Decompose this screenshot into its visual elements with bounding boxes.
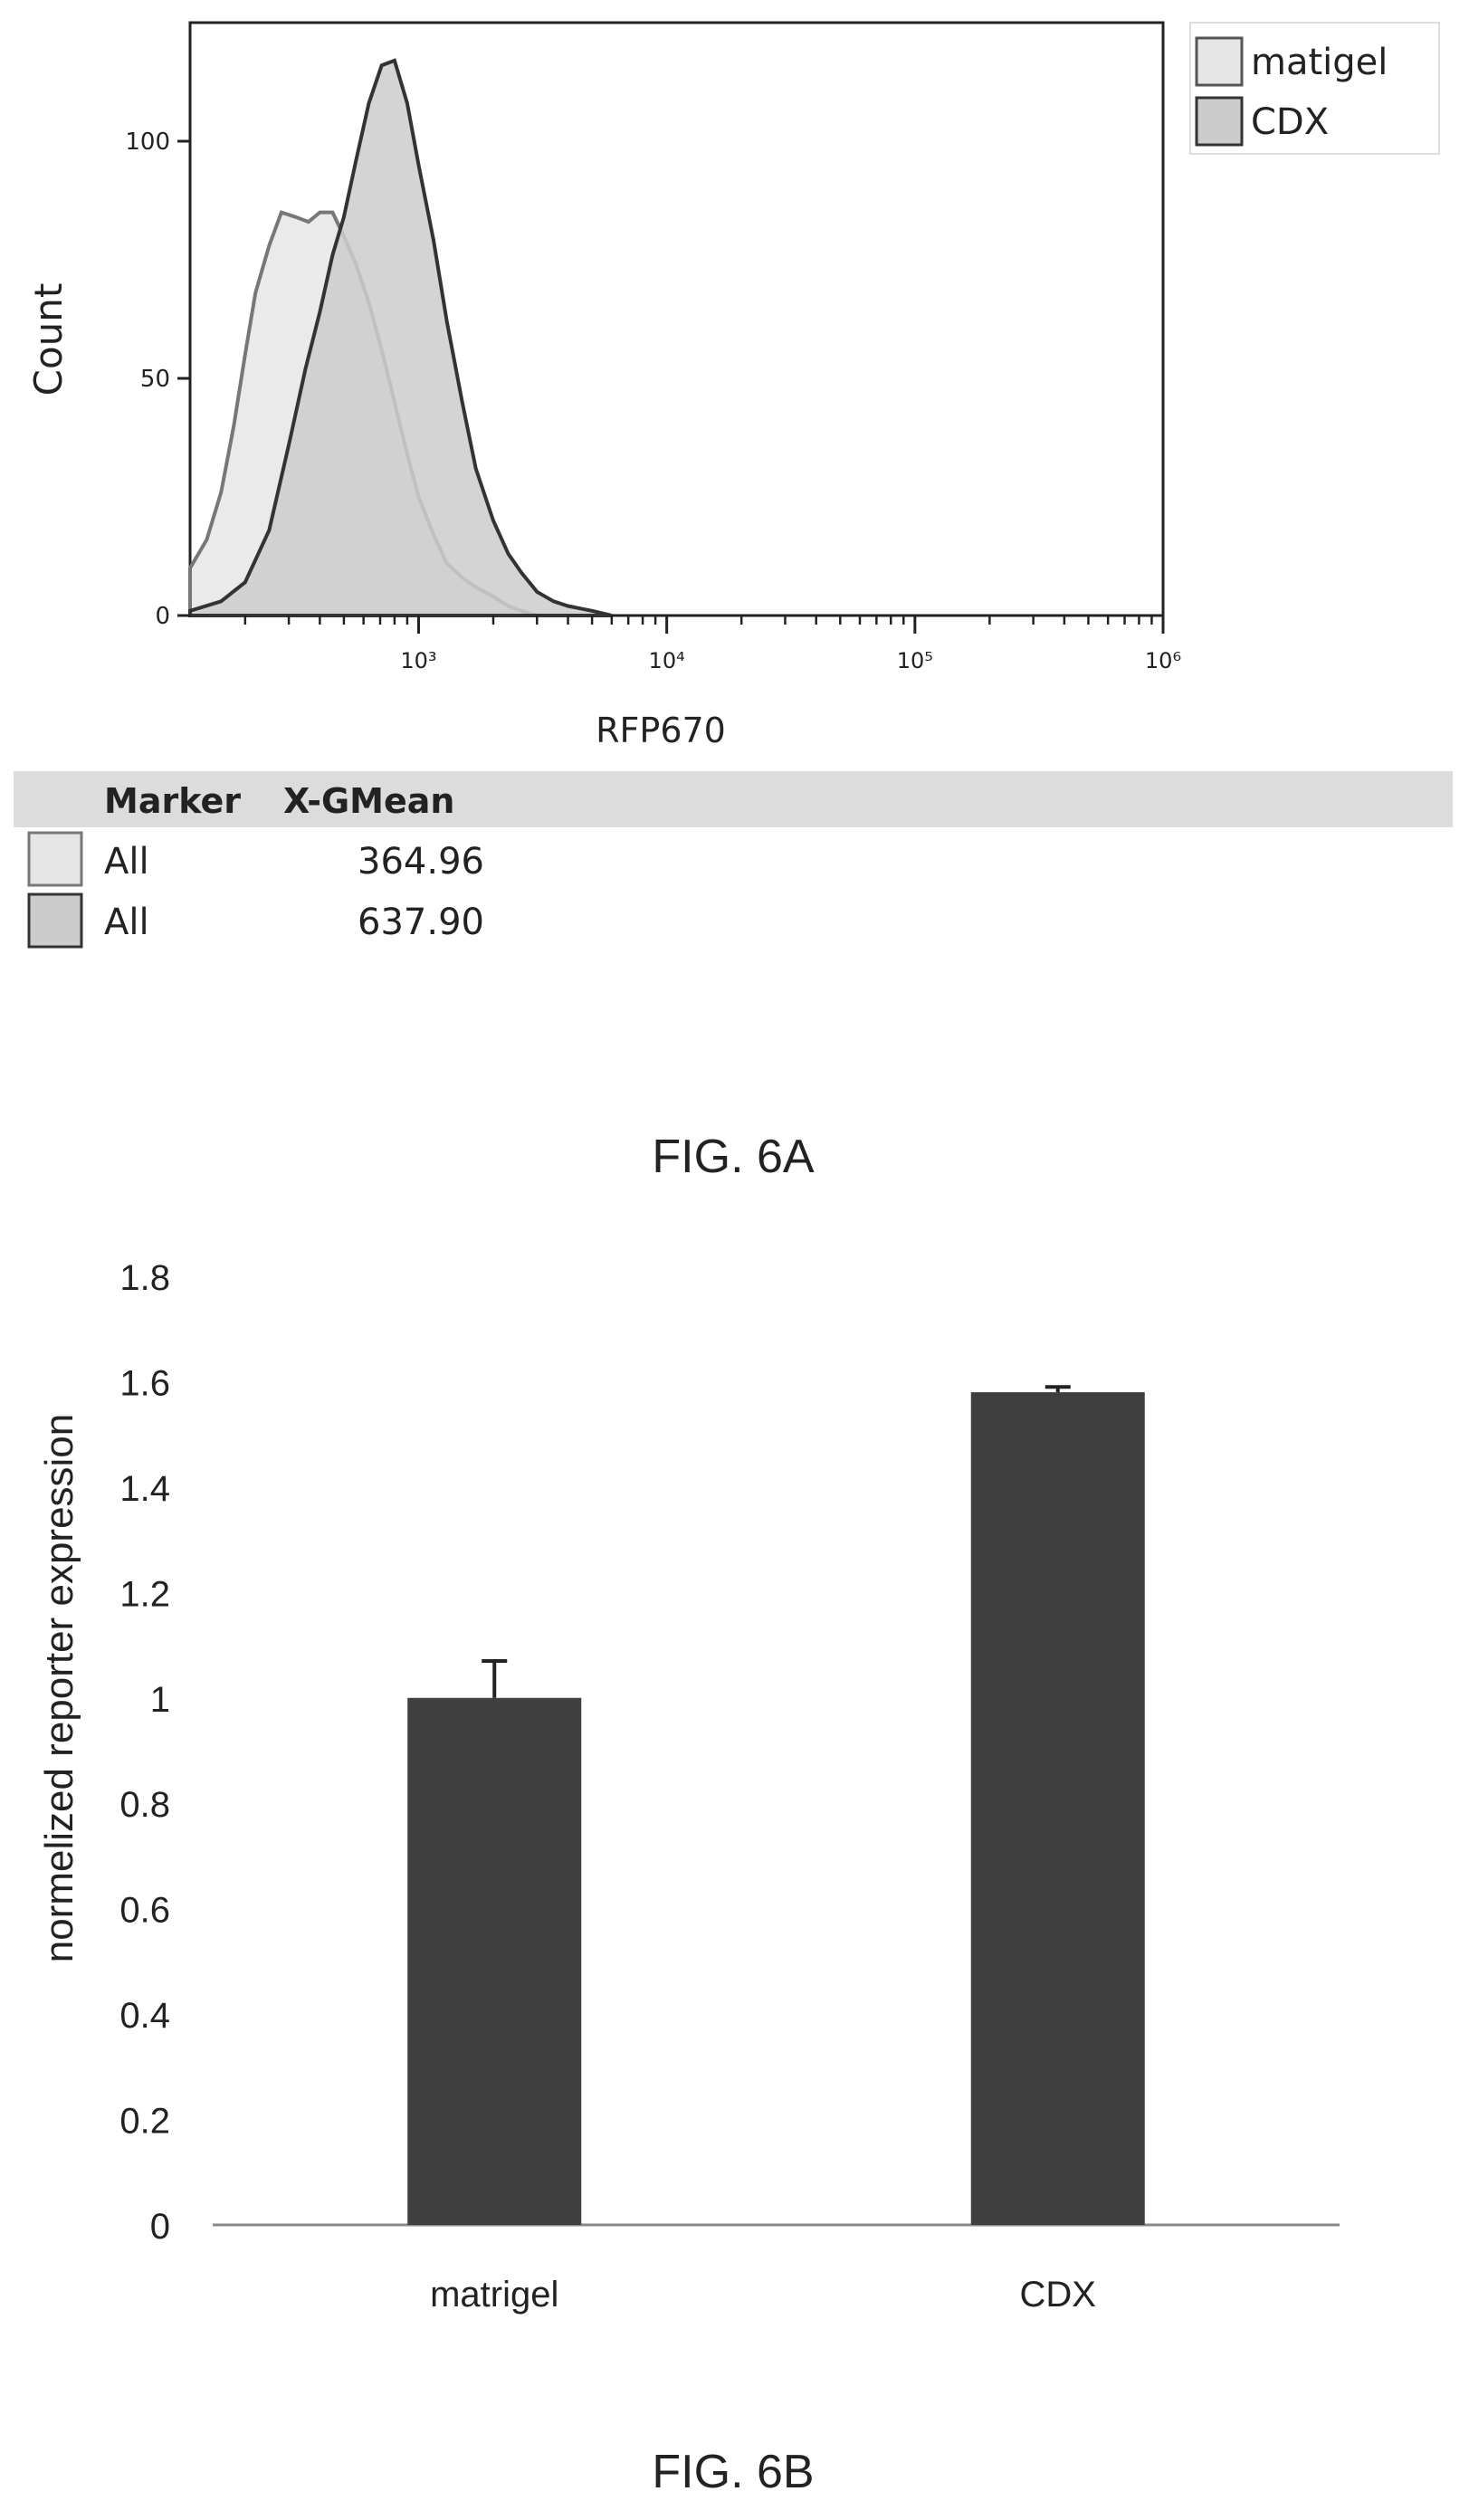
stats-row-2-value: 637.90 — [358, 902, 484, 943]
histogram-x-tick-label: 10⁵ — [897, 648, 933, 673]
legend-label-matigel: matigel — [1251, 42, 1388, 83]
bar-chart-bars — [407, 1385, 1145, 2225]
figure-6a-caption: FIG. 6A — [652, 1131, 814, 1183]
legend-swatch-matigel — [1195, 36, 1244, 87]
bar-category-label: CDX — [1020, 2275, 1096, 2315]
histogram-x-axis-label: RFP670 — [596, 711, 726, 750]
bar-y-tick-label: 0.2 — [119, 2102, 170, 2142]
bar-chart-x-labels: matrigel CDX — [430, 2275, 1096, 2315]
bar-cdx — [970, 1392, 1145, 2225]
stats-row-2-swatch — [27, 892, 83, 949]
bar-chart-y-axis-label: normelized reporter expression — [37, 1414, 81, 1963]
bar-category-label: matrigel — [430, 2275, 558, 2315]
bar-chart: 0 0.2 0.4 0.6 0.8 1 1.2 1.4 1.6 1.8 matrigel CDX n… — [37, 1258, 1340, 2315]
stats-row-1-swatch — [27, 831, 83, 887]
bar-matrigel — [407, 1697, 582, 2225]
histogram-x-tick-label: 10⁶ — [1145, 648, 1181, 673]
histogram-legend: matigel CDX — [1189, 22, 1440, 155]
histogram-y-tick-label: 50 — [140, 366, 170, 393]
bar-y-tick-label: 1.2 — [119, 1574, 170, 1614]
stats-table-header-bar — [14, 771, 1453, 827]
bar-y-tick-label: 0.4 — [119, 1996, 170, 2036]
histogram-x-ticks: 10³ 10⁴ 10⁵ 10⁶ — [243, 616, 1181, 673]
stats-row-1-value: 364.96 — [358, 841, 484, 883]
histogram-chart: 0 50 100 10³ 10⁴ 10⁵ 10⁶ Count RFP670 matigel… — [26, 21, 1440, 750]
bar-y-tick-label: 0.8 — [119, 1785, 170, 1825]
histogram-series-group — [188, 58, 613, 617]
stats-table: Marker X-GMean All 364.96 All 637.90 — [14, 771, 1453, 949]
histogram-y-axis-label: Count — [26, 283, 71, 396]
histogram-y-tick-label: 0 — [155, 603, 170, 630]
histogram-y-tick-label: 100 — [125, 129, 170, 156]
legend-label-cdx: CDX — [1251, 101, 1329, 143]
bar-y-tick-label: 1.8 — [119, 1258, 170, 1298]
bar-y-tick-label: 1.6 — [119, 1363, 170, 1403]
histogram-x-tick-label: 10⁴ — [649, 648, 685, 673]
histogram-y-ticks: 0 50 100 — [125, 129, 190, 630]
bar-y-tick-label: 1.4 — [119, 1469, 170, 1509]
stats-row-1-marker: All — [104, 841, 149, 883]
bar-y-tick-label: 0 — [150, 2207, 170, 2247]
stats-row-2-marker: All — [104, 902, 149, 943]
stats-header-xgmean: X-GMean — [283, 781, 454, 821]
bar-chart-y-ticks: 0 0.2 0.4 0.6 0.8 1 1.2 1.4 1.6 1.8 — [119, 1258, 170, 2247]
legend-swatch-cdx — [1195, 96, 1244, 147]
figure-6b-caption: FIG. 6B — [652, 2446, 814, 2498]
histogram-area-cdx — [188, 58, 613, 617]
stats-header-marker: Marker — [104, 781, 241, 821]
bar-y-tick-label: 1 — [150, 1680, 170, 1720]
histogram-x-tick-label: 10³ — [400, 648, 436, 673]
bar-y-tick-label: 0.6 — [119, 1891, 170, 1931]
